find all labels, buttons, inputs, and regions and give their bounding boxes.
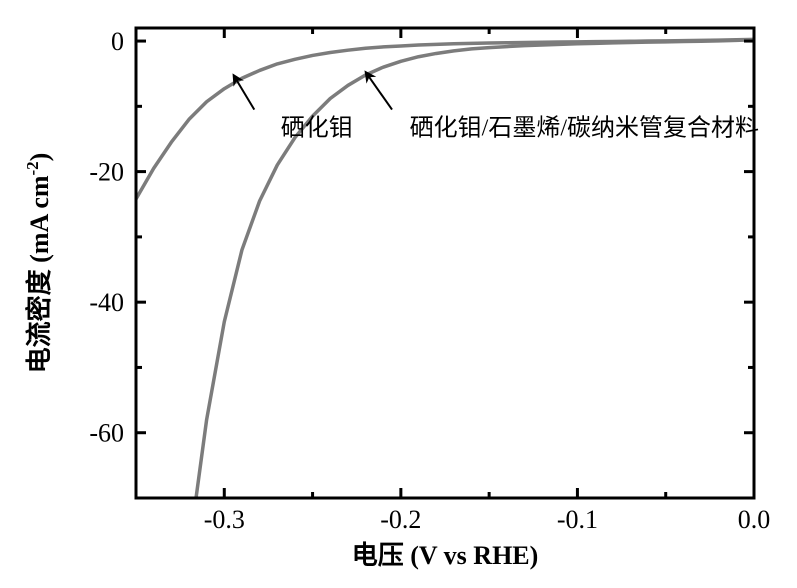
x-axis-label: 电压 (V vs RHE) [352,541,539,570]
x-tick-label: -0.2 [380,505,421,534]
x-tick-label: -0.1 [557,505,598,534]
y-tick-label: -60 [89,419,124,448]
annotation-label: 硒化钼/石墨烯/碳纳米管复合材料 [410,115,759,142]
annotation-label: 硒化钼 [281,115,353,142]
x-tick-label: -0.3 [204,505,245,534]
y-tick-label: -20 [89,158,124,187]
chart-container: -0.3 -0.2 -0.1 0.0 -60 -40 -20 0 电压 (V vs RHE) 电流… [0,0,797,588]
y-tick-label: -40 [89,288,124,317]
y-tick-label: 0 [111,27,124,56]
y-axis-label: 电流密度 (mA cm-2) [23,153,54,374]
x-tick-label: 0.0 [738,505,771,534]
polarization-chart: -0.3 -0.2 -0.1 0.0 -60 -40 -20 0 电压 (V vs RHE) 电流… [0,0,797,588]
